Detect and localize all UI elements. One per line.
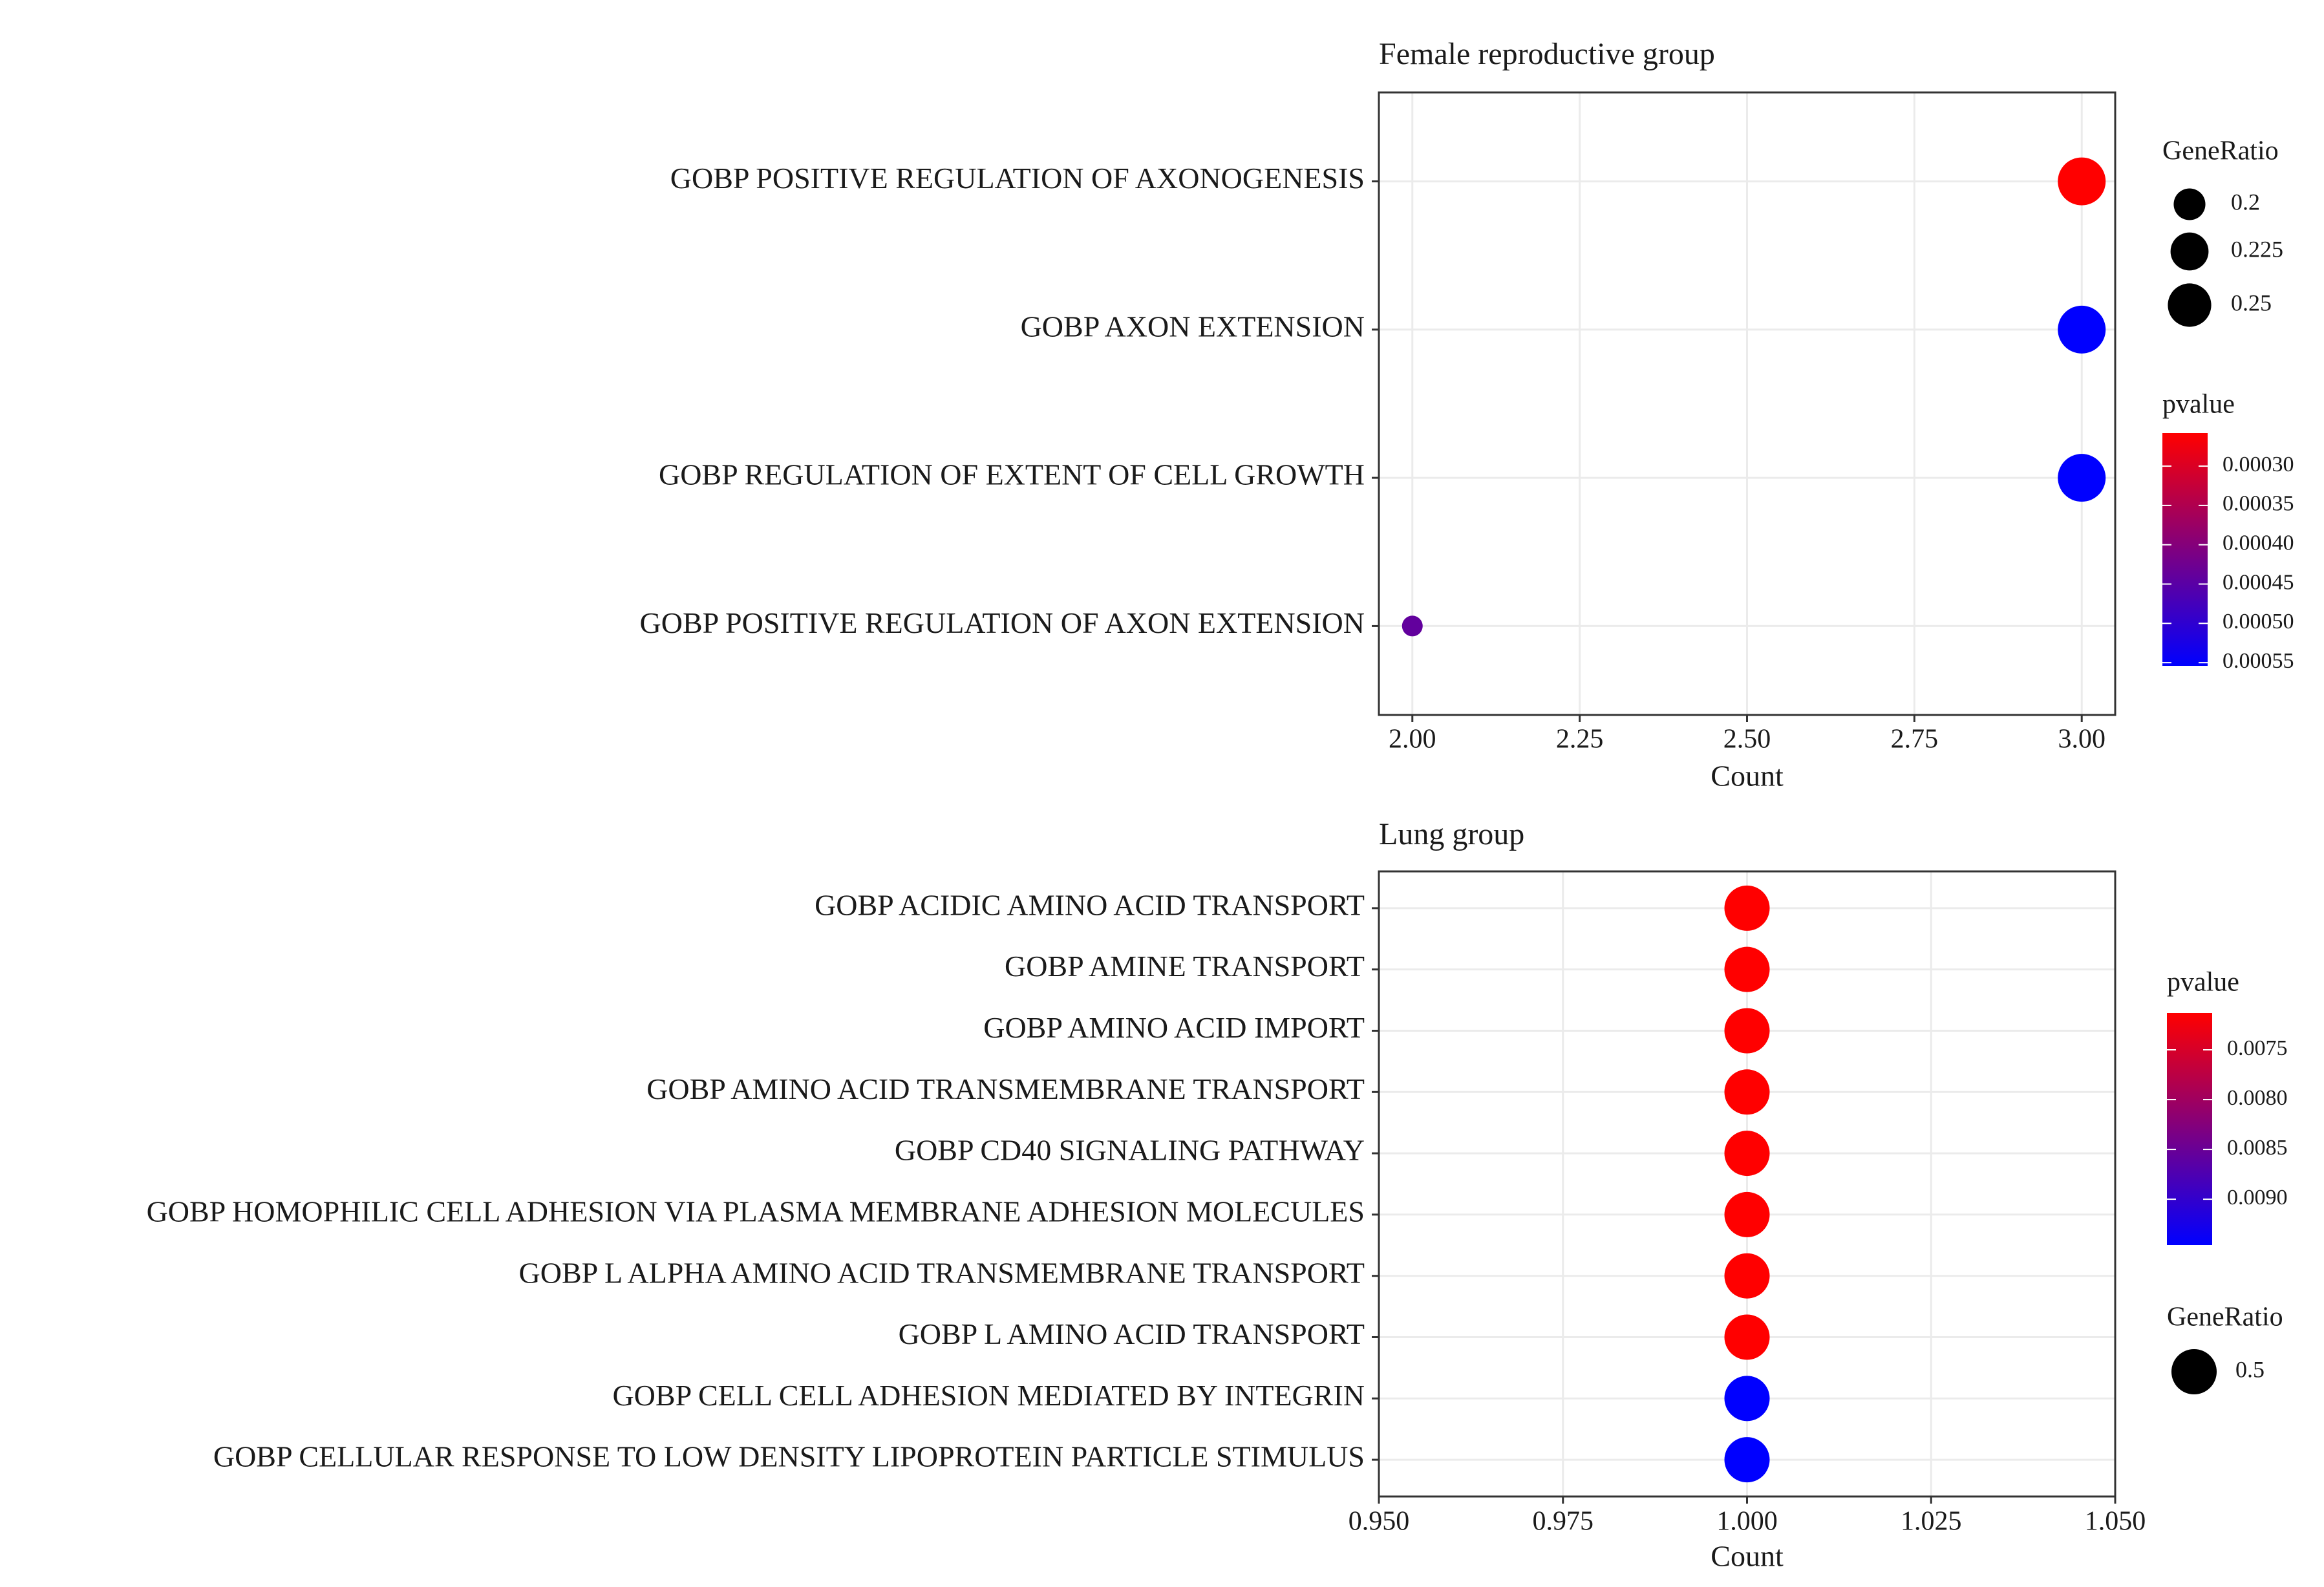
- category-label: GOBP REGULATION OF EXTENT OF CELL GROWTH: [659, 458, 1365, 491]
- legend-title: GeneRatio: [2162, 136, 2279, 166]
- dot: [1724, 1008, 1770, 1054]
- colorbar: [2162, 433, 2208, 666]
- category-label: GOBP CELLULAR RESPONSE TO LOW DENSITY LI…: [213, 1440, 1365, 1473]
- x-tick-label: 0.950: [1349, 1507, 1410, 1537]
- x-tick-label: 2.75: [1891, 725, 1939, 754]
- category-label: GOBP AMINE TRANSPORT: [1005, 950, 1365, 983]
- category-label: GOBP AXON EXTENSION: [1021, 310, 1365, 343]
- x-tick-label: 2.50: [1723, 725, 1771, 754]
- category-label: GOBP L AMINO ACID TRANSPORT: [899, 1317, 1365, 1350]
- legend-label: 0.2: [2231, 189, 2260, 215]
- colorbar-label: 0.00055: [2223, 649, 2294, 673]
- panel-border: [1378, 870, 2116, 1498]
- legend-dot: [2171, 1349, 2217, 1394]
- legend-title: GeneRatio: [2167, 1303, 2283, 1332]
- dot: [1724, 1376, 1770, 1422]
- x-tick-label: 2.25: [1556, 725, 1604, 754]
- legend-dot: [2170, 232, 2209, 271]
- category-label: GOBP HOMOPHILIC CELL ADHESION VIA PLASMA…: [147, 1195, 1365, 1228]
- colorbar-label: 0.00035: [2223, 492, 2294, 516]
- legend-title: pvalue: [2167, 968, 2239, 997]
- colorbar-label: 0.00040: [2223, 531, 2294, 555]
- category-label: GOBP AMINO ACID TRANSMEMBRANE TRANSPORT: [646, 1072, 1365, 1105]
- x-tick-label: 0.975: [1533, 1507, 1594, 1537]
- dot: [1724, 885, 1770, 931]
- colorbar-label: 0.0075: [2227, 1036, 2288, 1060]
- dot: [1724, 1191, 1770, 1237]
- dot: [1402, 615, 1423, 637]
- x-tick-label: 1.000: [1716, 1507, 1778, 1537]
- dot: [1724, 946, 1770, 992]
- dot: [2058, 305, 2106, 354]
- x-axis-label: Count: [1711, 1540, 1784, 1573]
- chart-title: Lung group: [1379, 817, 1524, 851]
- dot: [1724, 1314, 1770, 1360]
- dot: [2058, 157, 2106, 206]
- x-axis-label: Count: [1711, 760, 1784, 793]
- dot: [1724, 1437, 1770, 1483]
- legend-label: 0.25: [2231, 290, 2272, 315]
- category-label: GOBP CELL CELL ADHESION MEDIATED BY INTE…: [612, 1379, 1365, 1412]
- colorbar-label: 0.0085: [2227, 1136, 2288, 1160]
- dot: [1724, 1069, 1770, 1115]
- category-label: GOBP CD40 SIGNALING PATHWAY: [895, 1134, 1365, 1167]
- category-label: GOBP POSITIVE REGULATION OF AXON EXTENSI…: [640, 606, 1365, 639]
- category-label: GOBP L ALPHA AMINO ACID TRANSMEMBRANE TR…: [519, 1256, 1365, 1289]
- colorbar-label: 0.0080: [2227, 1086, 2288, 1110]
- dot: [1724, 1253, 1770, 1299]
- x-tick-label: 3.00: [2058, 725, 2105, 754]
- colorbar-label: 0.0090: [2227, 1186, 2288, 1209]
- colorbar-label: 0.00050: [2223, 610, 2294, 634]
- legend-dot: [2168, 283, 2212, 327]
- category-label: GOBP AMINO ACID IMPORT: [983, 1011, 1365, 1044]
- panel-border: [1378, 91, 2116, 716]
- legend-dot: [2173, 188, 2206, 220]
- x-tick-label: 2.00: [1389, 725, 1436, 754]
- category-label: GOBP POSITIVE REGULATION OF AXONOGENESIS: [670, 162, 1365, 195]
- dot: [1724, 1131, 1770, 1177]
- x-tick-label: 1.050: [2085, 1507, 2146, 1537]
- legend-title: pvalue: [2162, 390, 2235, 420]
- colorbar-label: 0.00045: [2223, 570, 2294, 594]
- legend-label: 0.225: [2231, 236, 2283, 262]
- dot: [2058, 454, 2106, 502]
- legend-label: 0.5: [2235, 1356, 2265, 1382]
- category-label: GOBP ACIDIC AMINO ACID TRANSPORT: [815, 888, 1365, 921]
- colorbar-label: 0.00030: [2223, 453, 2294, 476]
- chart-title: Female reproductive group: [1379, 37, 1715, 71]
- x-tick-label: 1.025: [1901, 1507, 1962, 1537]
- colorbar: [2167, 1013, 2212, 1245]
